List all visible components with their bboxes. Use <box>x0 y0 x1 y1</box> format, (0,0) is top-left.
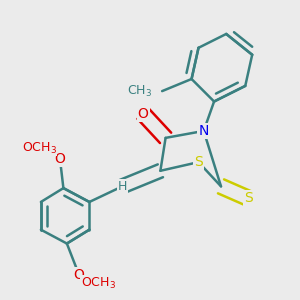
Text: O: O <box>74 268 84 282</box>
Text: N: N <box>199 124 209 138</box>
Text: CH$_3$: CH$_3$ <box>127 84 152 99</box>
Text: OCH$_3$: OCH$_3$ <box>81 276 116 291</box>
Text: H: H <box>118 180 127 193</box>
Text: O: O <box>55 152 65 166</box>
Text: OCH$_3$: OCH$_3$ <box>22 141 57 156</box>
Text: O: O <box>138 106 148 121</box>
Text: S: S <box>194 155 203 169</box>
Text: S: S <box>244 191 253 206</box>
